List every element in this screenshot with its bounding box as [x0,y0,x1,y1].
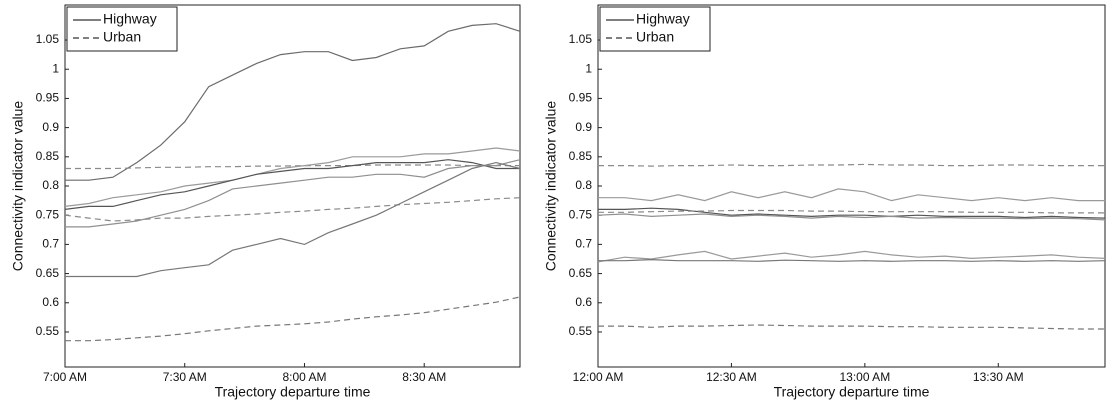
y-tick-label: 0.55 [569,324,593,338]
y-tick-label: 0.95 [36,91,60,105]
series-line [598,207,1106,219]
x-tick-label: 13:30 AM [973,370,1024,384]
plot-frame [597,4,1106,368]
y-tick-label: 0.55 [36,324,60,338]
y-tick-label: 1 [52,61,59,75]
y-tick-label: 0.6 [42,295,59,309]
y-tick-label: 1 [585,61,592,75]
x-tick-label: 8:00 AM [282,370,326,384]
y-tick-label: 0.9 [575,120,592,134]
x-tick-label: 13:00 AM [839,370,890,384]
series-line [598,324,1105,330]
y-axis-label: Connectivity indicator value [10,101,26,272]
legend-label: Urban [636,29,674,45]
series-line [65,161,521,278]
x-axis-label: Trajectory departure time [215,384,371,400]
y-tick-label: 0.65 [569,266,593,280]
series-line [598,163,1105,167]
x-tick-label: 12:00 AM [573,370,624,384]
legend-box [599,6,711,52]
series-line [65,159,521,228]
legend-label: Highway [103,11,157,27]
y-tick-label: 0.6 [575,295,592,309]
legend-box [66,6,178,52]
y-tick-label: 0.95 [569,91,593,105]
series-line [598,209,1105,214]
y-tick-label: 0.8 [42,178,59,192]
series-line [598,258,1106,262]
y-tick-label: 0.7 [575,237,592,251]
series-line [65,164,520,170]
y-tick-label: 0.85 [36,149,60,163]
series-line [65,23,521,181]
legend-label: Urban [103,29,141,45]
series-line [64,197,521,222]
series-line [65,296,521,342]
x-tick-label: 7:00 AM [43,370,87,384]
y-tick-label: 0.75 [569,207,593,221]
series-line [598,188,1105,202]
y-tick-label: 0.85 [569,149,593,163]
y-tick-label: 1.05 [36,32,60,46]
y-tick-label: 0.75 [36,207,60,221]
x-tick-label: 8:30 AM [402,370,446,384]
y-tick-label: 0.7 [42,237,59,251]
y-tick-label: 0.8 [575,178,592,192]
series-line [64,147,521,207]
y-tick-label: 0.9 [42,120,59,134]
series-line [64,159,520,210]
plot-frame [64,4,521,368]
y-axis-label: Connectivity indicator value [543,101,559,272]
y-tick-label: 0.65 [36,266,60,280]
x-tick-label: 12:30 AM [706,370,757,384]
legend-label: Highway [636,11,690,27]
y-tick-label: 1.05 [569,32,593,46]
x-axis-label: Trajectory departure time [774,384,930,400]
series-line [597,213,1106,221]
series-line [597,250,1106,263]
x-tick-label: 7:30 AM [163,370,207,384]
